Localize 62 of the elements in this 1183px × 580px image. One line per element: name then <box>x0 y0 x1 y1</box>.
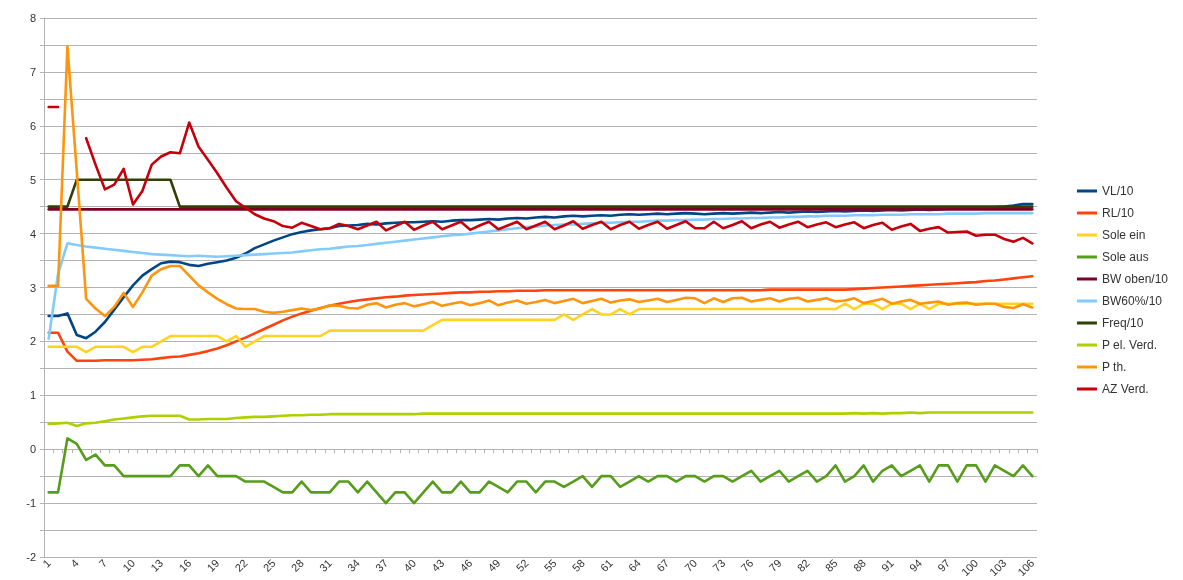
x-tick-label: 97 <box>935 556 953 574</box>
x-tick-label: 85 <box>822 556 840 574</box>
legend-label: VL/10 <box>1101 184 1134 198</box>
x-tick-label: 103 <box>987 556 1009 579</box>
legend-label: P el. Verd. <box>1101 338 1158 352</box>
y-tick-label: 1 <box>29 389 36 402</box>
x-tick-label: 13 <box>148 556 166 574</box>
legend-label: RL/10 <box>1101 206 1135 220</box>
x-tick-label: 28 <box>288 556 306 574</box>
x-tick-label: 91 <box>878 556 897 574</box>
x-tick-label: 55 <box>541 556 559 574</box>
x-tick-label: 7 <box>96 556 110 570</box>
line-series <box>47 302 1034 354</box>
y-tick-label: -2 <box>26 551 36 564</box>
line-series <box>47 411 1034 428</box>
y-tick-label: 6 <box>29 119 36 132</box>
y-tick-label: 8 <box>29 12 36 24</box>
x-tick-label: 19 <box>204 556 222 574</box>
y-tick-label: 7 <box>29 65 36 78</box>
x-tick-label: 73 <box>710 556 728 574</box>
x-tick-label: 40 <box>401 556 419 574</box>
x-tick-label: 10 <box>120 556 138 574</box>
legend-label: Sole ein <box>1101 228 1146 242</box>
x-tick-label: 37 <box>373 556 391 574</box>
y-tick-label: 5 <box>29 173 36 186</box>
legend-label: BW oben/10 <box>1101 272 1169 286</box>
x-tick-label: 34 <box>344 556 363 574</box>
x-tick-label: 106 <box>1015 556 1037 579</box>
y-tick-label: 4 <box>29 227 36 240</box>
y-tick-label: 2 <box>29 335 36 348</box>
x-tick-label: 25 <box>260 556 278 574</box>
x-tick-label: 49 <box>485 556 503 574</box>
x-tick-label: 52 <box>513 556 531 574</box>
x-tick-label: 22 <box>232 556 250 574</box>
x-tick-label: 31 <box>316 556 334 574</box>
y-tick-label: 3 <box>29 281 36 294</box>
legend-label: P th. <box>1101 360 1127 374</box>
x-tick-label: 67 <box>654 556 672 574</box>
y-tick-label: 0 <box>29 443 36 456</box>
x-tick-label: 76 <box>738 556 756 574</box>
x-tick-label: 16 <box>176 556 194 574</box>
x-tick-label: 58 <box>569 556 587 574</box>
x-tick-label: 70 <box>682 556 700 574</box>
line-series <box>47 45 1034 318</box>
x-tick-label: 1 <box>40 556 53 570</box>
x-tick-label: 43 <box>429 556 447 574</box>
y-tick-label: -1 <box>26 497 36 510</box>
x-tick-label: 79 <box>766 556 784 574</box>
x-tick-label: 100 <box>958 556 981 579</box>
x-tick-label: 64 <box>625 556 644 574</box>
legend-label: BW60%/10 <box>1101 294 1163 308</box>
line-series <box>47 274 1034 363</box>
legend-label: Sole aus <box>1101 250 1149 264</box>
x-tick-label: 46 <box>457 556 475 574</box>
x-tick-label: 61 <box>597 556 615 574</box>
line-series <box>47 437 1034 505</box>
x-tick-label: 82 <box>794 556 812 574</box>
legend-label: Freq/10 <box>1101 316 1144 330</box>
x-tick-label: 94 <box>907 556 925 574</box>
x-tick-label: 4 <box>68 556 82 570</box>
x-tick-label: 88 <box>850 556 868 574</box>
legend-label: AZ Verd. <box>1101 382 1149 396</box>
